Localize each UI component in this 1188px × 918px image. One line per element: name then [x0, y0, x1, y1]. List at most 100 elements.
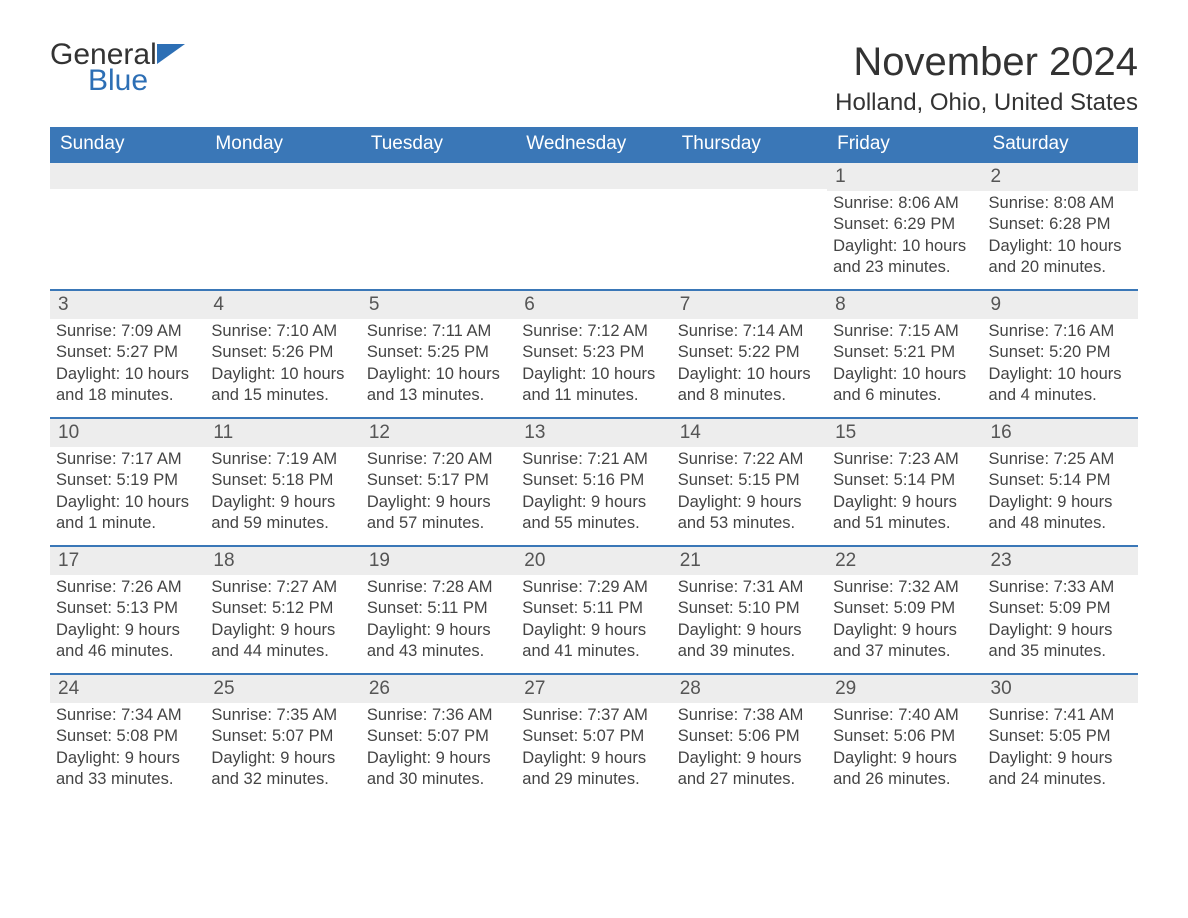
page-header: General Blue November 2024 Holland, Ohio… [50, 40, 1138, 117]
daylight-text: Daylight: 9 hours and 57 minutes. [367, 492, 508, 534]
day-number: 19 [361, 547, 516, 575]
calendar-week-row: 10Sunrise: 7:17 AMSunset: 5:19 PMDayligh… [50, 417, 1138, 545]
day-details: Sunrise: 7:25 AMSunset: 5:14 PMDaylight:… [983, 447, 1138, 543]
day-details: Sunrise: 7:23 AMSunset: 5:14 PMDaylight:… [827, 447, 982, 543]
calendar-day-cell: 15Sunrise: 7:23 AMSunset: 5:14 PMDayligh… [827, 419, 982, 545]
calendar-day-cell [672, 163, 827, 289]
sunrise-text: Sunrise: 7:23 AM [833, 449, 974, 470]
weekday-header: Thursday [672, 127, 827, 161]
day-number: 29 [827, 675, 982, 703]
calendar-day-cell [205, 163, 360, 289]
daylight-text: Daylight: 9 hours and 46 minutes. [56, 620, 197, 662]
sunrise-text: Sunrise: 7:41 AM [989, 705, 1130, 726]
calendar-week-row: 24Sunrise: 7:34 AMSunset: 5:08 PMDayligh… [50, 673, 1138, 801]
day-number: 16 [983, 419, 1138, 447]
day-number: 11 [205, 419, 360, 447]
sunset-text: Sunset: 5:08 PM [56, 726, 197, 747]
daylight-text: Daylight: 10 hours and 23 minutes. [833, 236, 974, 278]
calendar-day-cell: 4Sunrise: 7:10 AMSunset: 5:26 PMDaylight… [205, 291, 360, 417]
day-number: 18 [205, 547, 360, 575]
daylight-text: Daylight: 9 hours and 32 minutes. [211, 748, 352, 790]
sunrise-text: Sunrise: 7:36 AM [367, 705, 508, 726]
calendar-day-cell: 25Sunrise: 7:35 AMSunset: 5:07 PMDayligh… [205, 675, 360, 801]
daylight-text: Daylight: 9 hours and 37 minutes. [833, 620, 974, 662]
sunset-text: Sunset: 5:07 PM [367, 726, 508, 747]
day-number [516, 163, 671, 189]
day-details: Sunrise: 8:06 AMSunset: 6:29 PMDaylight:… [827, 191, 982, 287]
day-details: Sunrise: 7:19 AMSunset: 5:18 PMDaylight:… [205, 447, 360, 543]
day-number [672, 163, 827, 189]
weekday-header: Friday [827, 127, 982, 161]
sunrise-text: Sunrise: 7:10 AM [211, 321, 352, 342]
daylight-text: Daylight: 10 hours and 6 minutes. [833, 364, 974, 406]
day-details: Sunrise: 7:22 AMSunset: 5:15 PMDaylight:… [672, 447, 827, 543]
day-details: Sunrise: 7:20 AMSunset: 5:17 PMDaylight:… [361, 447, 516, 543]
day-details: Sunrise: 7:37 AMSunset: 5:07 PMDaylight:… [516, 703, 671, 799]
calendar-day-cell: 26Sunrise: 7:36 AMSunset: 5:07 PMDayligh… [361, 675, 516, 801]
calendar-grid: Sunday Monday Tuesday Wednesday Thursday… [50, 127, 1138, 801]
weekday-header-row: Sunday Monday Tuesday Wednesday Thursday… [50, 127, 1138, 161]
calendar-day-cell: 22Sunrise: 7:32 AMSunset: 5:09 PMDayligh… [827, 547, 982, 673]
calendar-day-cell: 6Sunrise: 7:12 AMSunset: 5:23 PMDaylight… [516, 291, 671, 417]
sunrise-text: Sunrise: 7:34 AM [56, 705, 197, 726]
weekday-header: Sunday [50, 127, 205, 161]
calendar-day-cell: 24Sunrise: 7:34 AMSunset: 5:08 PMDayligh… [50, 675, 205, 801]
day-details: Sunrise: 7:21 AMSunset: 5:16 PMDaylight:… [516, 447, 671, 543]
sunset-text: Sunset: 5:14 PM [989, 470, 1130, 491]
brand-part2: Blue [88, 66, 157, 96]
calendar-week-row: 3Sunrise: 7:09 AMSunset: 5:27 PMDaylight… [50, 289, 1138, 417]
day-number: 2 [983, 163, 1138, 191]
sunset-text: Sunset: 5:06 PM [833, 726, 974, 747]
daylight-text: Daylight: 9 hours and 43 minutes. [367, 620, 508, 662]
sunrise-text: Sunrise: 7:09 AM [56, 321, 197, 342]
calendar-day-cell: 8Sunrise: 7:15 AMSunset: 5:21 PMDaylight… [827, 291, 982, 417]
sunrise-text: Sunrise: 7:32 AM [833, 577, 974, 598]
day-details: Sunrise: 7:29 AMSunset: 5:11 PMDaylight:… [516, 575, 671, 671]
day-details: Sunrise: 7:16 AMSunset: 5:20 PMDaylight:… [983, 319, 1138, 415]
daylight-text: Daylight: 10 hours and 13 minutes. [367, 364, 508, 406]
day-number: 12 [361, 419, 516, 447]
sunset-text: Sunset: 5:07 PM [522, 726, 663, 747]
sunset-text: Sunset: 6:28 PM [989, 214, 1130, 235]
calendar-day-cell: 28Sunrise: 7:38 AMSunset: 5:06 PMDayligh… [672, 675, 827, 801]
sunrise-text: Sunrise: 7:27 AM [211, 577, 352, 598]
day-number: 21 [672, 547, 827, 575]
daylight-text: Daylight: 9 hours and 26 minutes. [833, 748, 974, 790]
location-subtitle: Holland, Ohio, United States [835, 89, 1138, 117]
day-number: 23 [983, 547, 1138, 575]
day-number: 30 [983, 675, 1138, 703]
day-details: Sunrise: 7:11 AMSunset: 5:25 PMDaylight:… [361, 319, 516, 415]
sunrise-text: Sunrise: 8:08 AM [989, 193, 1130, 214]
day-details: Sunrise: 7:10 AMSunset: 5:26 PMDaylight:… [205, 319, 360, 415]
weekday-header: Tuesday [361, 127, 516, 161]
day-details: Sunrise: 7:32 AMSunset: 5:09 PMDaylight:… [827, 575, 982, 671]
calendar-day-cell: 1Sunrise: 8:06 AMSunset: 6:29 PMDaylight… [827, 163, 982, 289]
sunrise-text: Sunrise: 7:14 AM [678, 321, 819, 342]
day-details: Sunrise: 7:35 AMSunset: 5:07 PMDaylight:… [205, 703, 360, 799]
calendar-day-cell: 7Sunrise: 7:14 AMSunset: 5:22 PMDaylight… [672, 291, 827, 417]
daylight-text: Daylight: 9 hours and 51 minutes. [833, 492, 974, 534]
day-number: 10 [50, 419, 205, 447]
sunset-text: Sunset: 5:09 PM [989, 598, 1130, 619]
sunset-text: Sunset: 5:18 PM [211, 470, 352, 491]
day-number [50, 163, 205, 189]
daylight-text: Daylight: 9 hours and 59 minutes. [211, 492, 352, 534]
day-number: 26 [361, 675, 516, 703]
day-number [361, 163, 516, 189]
calendar-day-cell: 16Sunrise: 7:25 AMSunset: 5:14 PMDayligh… [983, 419, 1138, 545]
daylight-text: Daylight: 9 hours and 24 minutes. [989, 748, 1130, 790]
sunset-text: Sunset: 5:22 PM [678, 342, 819, 363]
sunset-text: Sunset: 5:27 PM [56, 342, 197, 363]
day-number: 5 [361, 291, 516, 319]
daylight-text: Daylight: 9 hours and 48 minutes. [989, 492, 1130, 534]
day-number: 9 [983, 291, 1138, 319]
calendar-day-cell [516, 163, 671, 289]
calendar-day-cell: 18Sunrise: 7:27 AMSunset: 5:12 PMDayligh… [205, 547, 360, 673]
day-details: Sunrise: 7:36 AMSunset: 5:07 PMDaylight:… [361, 703, 516, 799]
daylight-text: Daylight: 9 hours and 33 minutes. [56, 748, 197, 790]
sunset-text: Sunset: 5:14 PM [833, 470, 974, 491]
sunset-text: Sunset: 5:10 PM [678, 598, 819, 619]
sunset-text: Sunset: 5:05 PM [989, 726, 1130, 747]
sunrise-text: Sunrise: 7:40 AM [833, 705, 974, 726]
sunset-text: Sunset: 5:19 PM [56, 470, 197, 491]
